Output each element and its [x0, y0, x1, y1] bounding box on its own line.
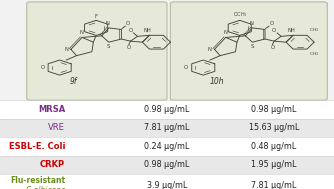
- Text: NH: NH: [288, 28, 295, 33]
- Text: O: O: [272, 28, 277, 33]
- Text: S: S: [250, 44, 254, 49]
- Bar: [0, 156, 334, 174]
- Text: O: O: [126, 21, 130, 26]
- Text: CH$_3$: CH$_3$: [309, 50, 319, 58]
- Text: OCH$_3$: OCH$_3$: [233, 10, 248, 19]
- Text: 0.98 μg/mL: 0.98 μg/mL: [144, 105, 190, 114]
- Text: 0.98 μg/mL: 0.98 μg/mL: [251, 105, 297, 114]
- Text: O: O: [127, 45, 131, 50]
- FancyBboxPatch shape: [27, 2, 167, 100]
- Bar: [0, 119, 334, 137]
- Text: 7.81 μg/mL: 7.81 μg/mL: [251, 181, 297, 189]
- Text: 3.9 μg/mL: 3.9 μg/mL: [147, 181, 187, 189]
- Text: O: O: [129, 28, 133, 33]
- Text: N: N: [223, 30, 227, 35]
- Bar: [0, 174, 334, 189]
- Text: O: O: [270, 21, 274, 26]
- Text: 10h: 10h: [210, 77, 224, 86]
- Text: NH: NH: [144, 28, 152, 33]
- Text: 15.63 μg/mL: 15.63 μg/mL: [249, 123, 299, 132]
- Text: 7.81 μg/mL: 7.81 μg/mL: [144, 123, 190, 132]
- Text: 0.24 μg/mL: 0.24 μg/mL: [144, 142, 190, 151]
- Text: CRKP: CRKP: [40, 160, 65, 170]
- Text: O: O: [270, 45, 275, 50]
- Text: Flu-resistant: Flu-resistant: [10, 176, 65, 185]
- Text: 1.95 μg/mL: 1.95 μg/mL: [251, 160, 297, 170]
- Text: O: O: [40, 65, 45, 70]
- Bar: [0, 100, 334, 119]
- Text: MRSA: MRSA: [38, 105, 65, 114]
- Text: N: N: [208, 47, 212, 52]
- Text: 0.48 μg/mL: 0.48 μg/mL: [251, 142, 297, 151]
- Text: N: N: [64, 47, 68, 52]
- Text: N: N: [79, 30, 84, 35]
- Text: CH$_3$: CH$_3$: [309, 27, 319, 34]
- Text: C albicans: C albicans: [26, 186, 65, 189]
- Text: 0.98 μg/mL: 0.98 μg/mL: [144, 160, 190, 170]
- Text: 9f: 9f: [70, 77, 77, 86]
- Text: VRE: VRE: [48, 123, 65, 132]
- Text: F: F: [95, 14, 98, 19]
- Text: S: S: [107, 44, 111, 49]
- FancyBboxPatch shape: [170, 2, 327, 100]
- Text: O: O: [184, 65, 188, 70]
- Text: N: N: [106, 21, 109, 26]
- Text: ESBL-E. Coli: ESBL-E. Coli: [9, 142, 65, 151]
- Text: N: N: [249, 21, 253, 26]
- Bar: [0, 137, 334, 156]
